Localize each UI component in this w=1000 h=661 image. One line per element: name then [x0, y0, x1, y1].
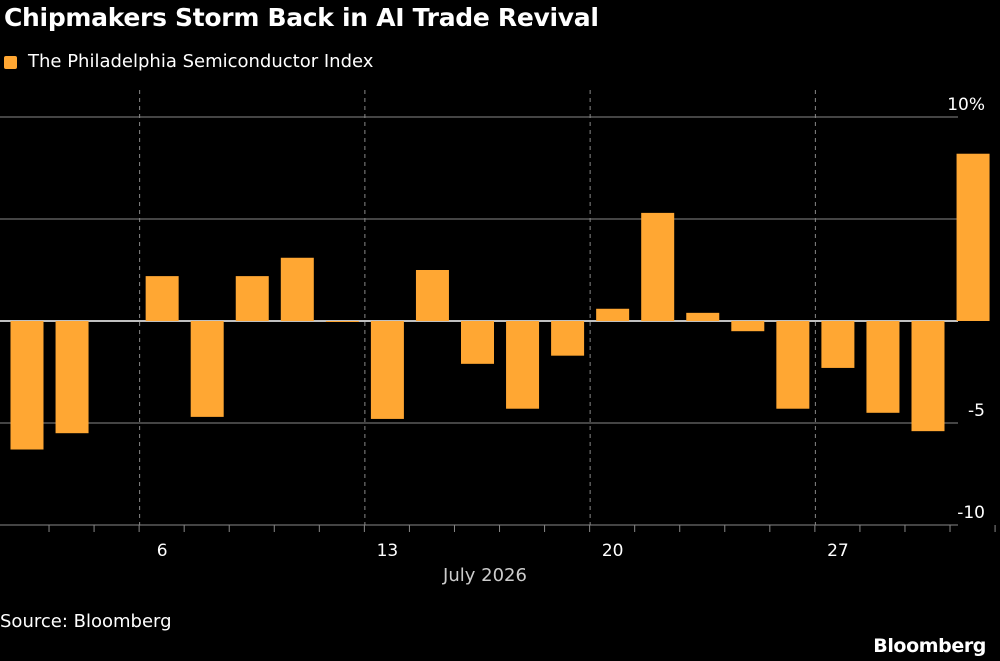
bar — [235, 276, 269, 321]
bar — [370, 321, 404, 419]
bar — [551, 321, 585, 356]
x-tick-label: 27 — [827, 541, 849, 561]
bar — [325, 321, 359, 322]
bloomberg-logo: Bloomberg — [873, 635, 986, 657]
bar — [461, 321, 494, 364]
bar — [641, 212, 675, 321]
x-tick-label: 6 — [157, 541, 168, 561]
bar — [821, 321, 855, 368]
bar — [731, 321, 765, 332]
bar — [190, 321, 224, 417]
x-tick-label: 13 — [377, 541, 399, 561]
chart-title: Chipmakers Storm Back in AI Trade Reviva… — [4, 3, 599, 32]
legend-swatch — [4, 55, 17, 69]
bar — [506, 321, 540, 409]
bar — [280, 257, 314, 321]
y-tick-label: 10% — [947, 95, 985, 115]
legend-label: The Philadelphia Semiconductor Index — [28, 51, 374, 72]
bar — [866, 321, 900, 413]
bar — [55, 321, 89, 434]
bar — [911, 321, 945, 432]
x-axis-label: July 2026 — [442, 565, 527, 586]
bar — [596, 308, 630, 321]
bar — [145, 276, 179, 321]
bar — [776, 321, 810, 409]
bar — [10, 321, 44, 450]
bar — [415, 270, 449, 321]
source-note: Source: Bloomberg — [0, 611, 172, 632]
legend: The Philadelphia Semiconductor Index — [4, 50, 373, 74]
y-tick-label: -10 — [957, 503, 985, 523]
bar — [686, 312, 720, 321]
x-tick-label: 20 — [602, 541, 624, 561]
y-tick-label: -5 — [968, 401, 985, 421]
bar — [956, 153, 990, 321]
